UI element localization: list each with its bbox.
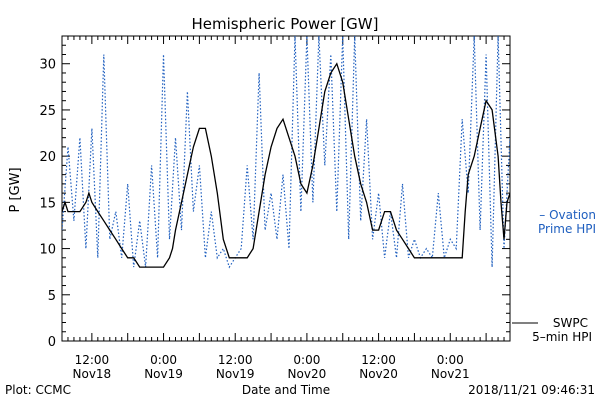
y-tick-label: 0 [48, 335, 56, 350]
x-tick-date-label: Nov20 [359, 367, 398, 381]
chart-title: Hemispheric Power [GW] [192, 15, 379, 33]
x-tick-time-label: 12:00 [218, 353, 253, 367]
x-tick-time-label: 12:00 [75, 353, 110, 367]
x-tick-date-label: Nov20 [288, 367, 327, 381]
ovation-series-line [62, 36, 510, 269]
x-axis: 12:00Nov180:00Nov1912:00Nov190:00Nov2012… [61, 36, 511, 381]
x-tick-date-label: Nov19 [216, 367, 255, 381]
y-axis: 0 5 10 15 20 25 30 [39, 35, 510, 350]
x-tick-date-label: Nov18 [73, 367, 112, 381]
x-axis-label: Date and Time [242, 383, 330, 397]
footer-timestamp: 2018/11/21 09:46:31 [468, 383, 595, 397]
legend-swpc: SWPC 5–min HPI [512, 316, 592, 344]
y-tick-label: 10 [39, 243, 56, 258]
x-tick-date-label: Nov19 [144, 367, 183, 381]
legend-ovation-prime: – Ovation Prime HPI [538, 208, 596, 236]
x-tick-time-label: 0:00 [150, 353, 177, 367]
x-tick-time-label: 12:00 [361, 353, 396, 367]
plot-frame [61, 35, 511, 342]
legend-ovation-line1: – Ovation [539, 208, 596, 222]
legend-swpc-line2: 5–min HPI [532, 330, 592, 344]
y-tick-label: 20 [39, 150, 56, 165]
x-tick-date-label: Nov21 [431, 367, 470, 381]
y-tick-label: 15 [39, 196, 56, 211]
y-axis-label: P [GW] [8, 167, 23, 212]
swpc-series-line [62, 62, 510, 268]
legend-ovation-line2: Prime HPI [538, 222, 596, 236]
footer-plot-credit: Plot: CCMC [5, 383, 71, 397]
y-tick-label: 30 [39, 58, 56, 73]
x-tick-time-label: 0:00 [437, 353, 464, 367]
y-tick-label: 25 [39, 104, 56, 119]
x-tick-time-label: 0:00 [293, 353, 320, 367]
y-tick-label: 5 [48, 289, 56, 304]
series-layer [62, 36, 510, 269]
legend-swpc-line1: SWPC [553, 316, 588, 330]
